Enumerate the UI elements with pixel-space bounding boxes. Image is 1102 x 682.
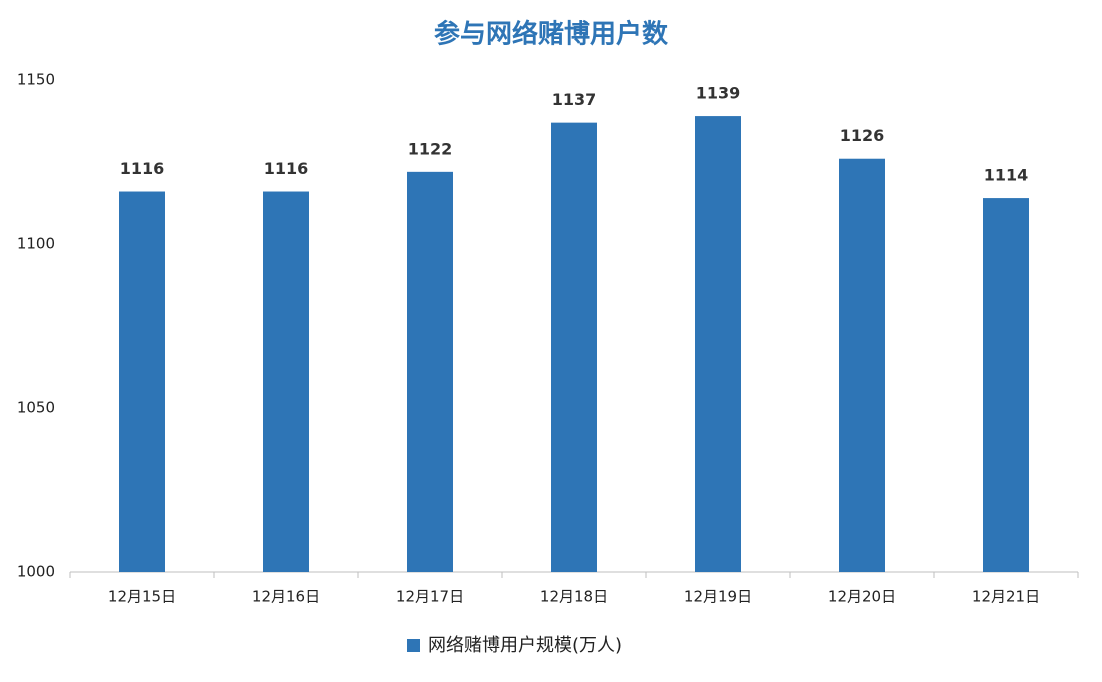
bar: [983, 198, 1029, 572]
value-label: 1116: [120, 159, 165, 178]
value-label: 1116: [264, 159, 309, 178]
bar: [695, 116, 741, 572]
x-tick-label: 12月18日: [540, 588, 608, 606]
bar: [263, 191, 309, 572]
value-label: 1126: [840, 126, 885, 145]
bar: [839, 158, 885, 572]
bar: [119, 191, 165, 572]
chart-title: 参与网络赌博用户数: [434, 19, 669, 50]
bar: [551, 122, 597, 572]
value-label: 1139: [696, 84, 741, 103]
x-tick-label: 12月21日: [972, 588, 1040, 606]
x-tick-label: 12月20日: [828, 588, 896, 606]
value-label: 1114: [984, 166, 1029, 185]
y-tick-label: 1050: [17, 399, 55, 417]
bar: [407, 171, 453, 572]
x-tick-label: 12月15日: [108, 588, 176, 606]
legend-label: 网络赌博用户规模(万人): [428, 635, 622, 656]
y-tick-label: 1100: [17, 235, 55, 253]
value-label: 1137: [552, 90, 597, 109]
x-tick-label: 12月17日: [396, 588, 464, 606]
legend-swatch: [407, 639, 420, 652]
x-tick-label: 12月16日: [252, 588, 320, 606]
x-tick-label: 12月19日: [684, 588, 752, 606]
y-tick-label: 1150: [17, 71, 55, 89]
value-label: 1122: [408, 139, 453, 158]
y-tick-label: 1000: [17, 563, 55, 581]
